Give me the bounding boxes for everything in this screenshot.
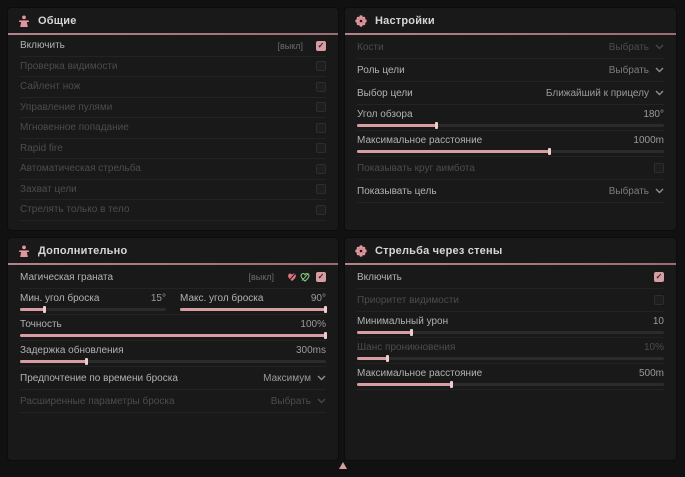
dropdown-throw-time-preference[interactable]: Предпочтение по времени броска Максимум: [20, 367, 326, 390]
slider-track[interactable]: [357, 355, 664, 362]
chevron-down-icon: [655, 44, 664, 50]
panel-title: Общие: [38, 14, 77, 27]
dropdown-advanced-throw-params[interactable]: Расширенные параметры броска Выбрать: [20, 390, 326, 413]
chevron-down-icon: [317, 398, 326, 404]
panel-header-general: Общие: [8, 8, 338, 33]
chevron-down-icon: [655, 90, 664, 96]
slider-thumb[interactable]: [324, 306, 327, 313]
slider-thumb[interactable]: [450, 381, 454, 388]
panel-wallbang: Стрельба через стены Включить Приоритет …: [345, 238, 676, 460]
hotkey-state-label: [выкл]: [277, 40, 303, 51]
panel-content: Магическая граната [выкл]: [8, 265, 338, 413]
panel-content: Включить [выкл] Проверка видимости Сайле…: [8, 35, 338, 221]
panel-header-settings: Настройки: [345, 8, 676, 33]
row-target-lock[interactable]: Захват цели: [20, 180, 326, 200]
checkbox[interactable]: [654, 272, 664, 282]
header-underline: [8, 263, 338, 265]
slider-min-throw-angle: Мин. угол броска 15°: [20, 289, 166, 314]
checkbox[interactable]: [316, 122, 326, 133]
checkbox[interactable]: [316, 204, 326, 215]
panel-header-wallbang: Стрельба через стены: [345, 238, 676, 263]
row-body-only[interactable]: Стрелять только в тело: [20, 200, 326, 221]
menu-grid: Общие Включить [выкл] Проверка видимости…: [0, 0, 685, 460]
slider-track[interactable]: [357, 381, 664, 388]
panel-title: Дополнительно: [38, 244, 128, 257]
slider-min-damage: Минимальный урон 10: [357, 312, 664, 338]
checkbox[interactable]: [316, 61, 326, 72]
chevron-down-icon: [317, 375, 326, 381]
row-magic-grenade[interactable]: Магическая граната [выкл]: [20, 266, 326, 289]
slider-track[interactable]: [180, 306, 327, 313]
slider-thumb[interactable]: [385, 355, 389, 362]
person-icon: [19, 15, 29, 27]
row-enable-wallbang[interactable]: Включить: [357, 266, 664, 289]
header-underline: [345, 33, 676, 35]
row-silent-knife[interactable]: Сайлент нож: [20, 77, 326, 98]
slider-thumb[interactable]: [434, 122, 438, 129]
panel-content: Кости Выбрать Роль цели Выбрать Выбор це…: [345, 35, 676, 203]
slider-fov: Угол обзора 180°: [357, 105, 664, 131]
dropdown-bones[interactable]: Кости Выбрать: [357, 36, 664, 59]
panel-title: Стрельба через стены: [375, 244, 503, 257]
row-visibility-check[interactable]: Проверка видимости: [20, 57, 326, 77]
cursor-pointer: [338, 462, 347, 469]
row-instant-hit[interactable]: Мгновенное попадание: [20, 118, 326, 139]
pink-heart-icon[interactable]: [287, 272, 297, 282]
slider-track[interactable]: [357, 122, 664, 129]
checkbox[interactable]: [654, 163, 664, 173]
checkbox[interactable]: [654, 295, 664, 305]
gear-icon: [355, 244, 367, 257]
slider-thumb[interactable]: [548, 148, 552, 155]
panel-header-additional: Дополнительно: [8, 238, 338, 263]
slider-thumb[interactable]: [85, 358, 89, 365]
checkbox[interactable]: [316, 163, 326, 174]
panel-title: Настройки: [375, 14, 435, 27]
slider-max-distance-wallbang: Максимальное расстояние 500m: [357, 364, 664, 390]
slider-penetration-chance: Шанс проникновения 10%: [357, 338, 664, 364]
slider-update-delay: Задержка обновления 300ms: [20, 341, 326, 367]
row-show-circle[interactable]: Показывать круг аимбота: [357, 157, 664, 180]
checkbox[interactable]: [316, 184, 326, 195]
slider-track[interactable]: [20, 358, 326, 365]
dropdown-show-target[interactable]: Показывать цель Выбрать: [357, 180, 664, 203]
slider-thumb[interactable]: [42, 306, 46, 313]
hotkey-state-label: [выкл]: [248, 272, 274, 282]
row-enable[interactable]: Включить [выкл]: [20, 36, 326, 57]
checkbox[interactable]: [316, 102, 326, 113]
checkbox[interactable]: [316, 272, 326, 282]
slider-thumb[interactable]: [410, 329, 414, 336]
green-heart-icon[interactable]: [300, 272, 310, 282]
row-bullet-control[interactable]: Управление пулями: [20, 98, 326, 118]
header-underline: [8, 33, 338, 35]
chevron-down-icon: [655, 67, 664, 73]
checkbox[interactable]: [316, 81, 326, 92]
slider-thumb[interactable]: [324, 332, 327, 339]
slider-track[interactable]: [357, 148, 664, 155]
panel-general: Общие Включить [выкл] Проверка видимости…: [8, 8, 338, 230]
row-auto-fire[interactable]: Автоматическая стрельба: [20, 159, 326, 180]
chevron-down-icon: [655, 188, 664, 194]
person-icon: [19, 245, 29, 257]
slider-track[interactable]: [20, 306, 166, 313]
dropdown-target-role[interactable]: Роль цели Выбрать: [357, 59, 664, 82]
slider-track[interactable]: [20, 332, 327, 339]
row-visibility-priority[interactable]: Приоритет видимости: [357, 289, 664, 312]
row-rapid-fire[interactable]: Rapid fire: [20, 139, 326, 159]
panel-settings: Настройки Кости Выбрать Роль цели Выбрат…: [345, 8, 676, 230]
header-underline: [345, 263, 676, 265]
slider-max-distance: Максимальное расстояние 1000m: [357, 131, 664, 157]
slider-max-throw-angle: Макс. угол броска 90°: [180, 289, 327, 314]
checkbox[interactable]: [316, 143, 326, 154]
slider-track[interactable]: [357, 329, 664, 336]
gear-icon: [355, 14, 367, 27]
footer-strip: [0, 460, 685, 471]
slider-accuracy: Точность 100%: [20, 315, 327, 341]
dual-slider-row: Мин. угол броска 15° Макс. угол броска 9…: [20, 289, 327, 315]
checkbox[interactable]: [316, 40, 326, 51]
panel-content: Включить Приоритет видимости Минимальный…: [345, 265, 676, 390]
dropdown-target-select[interactable]: Выбор цели Ближайший к прицелу: [357, 82, 664, 105]
panel-additional: Дополнительно Магическая граната [выкл]: [8, 238, 338, 460]
